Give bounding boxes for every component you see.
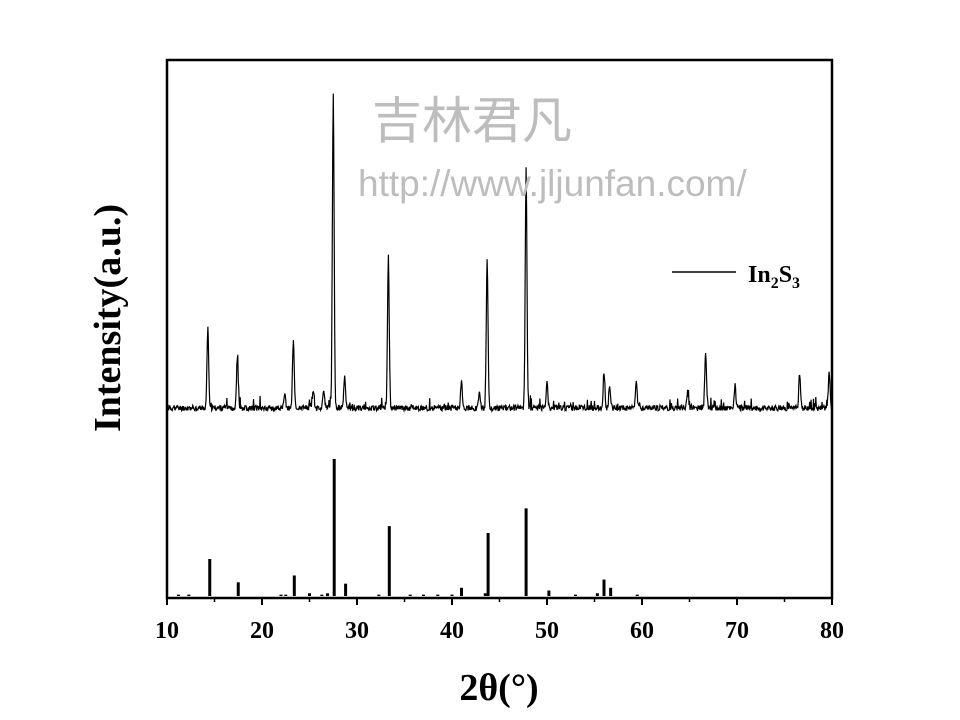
watermark-text-cn: 吉林君凡 xyxy=(372,92,572,150)
watermark-url: http://www.jljunfan.com/ xyxy=(358,163,747,204)
y-axis-title: Intensity(a.u.) xyxy=(87,204,129,432)
x-tick-label: 60 xyxy=(630,618,654,644)
x-tick-label: 40 xyxy=(440,618,464,644)
x-tick-label: 30 xyxy=(345,618,369,644)
x-axis-title: 2θ(°) xyxy=(459,667,538,709)
x-ticks xyxy=(166,598,833,605)
in2s3-pattern-line xyxy=(166,93,833,414)
x-tick-label: 20 xyxy=(250,618,274,644)
legend-label: In2S3 xyxy=(748,262,800,292)
x-tick-label: 10 xyxy=(155,618,179,644)
x-tick-label: 50 xyxy=(535,618,559,644)
reference-sticks xyxy=(176,459,639,596)
legend: In2S3 xyxy=(672,262,800,292)
x-tick-labels: 10 20 30 40 50 60 70 80 xyxy=(155,618,844,644)
x-tick-label: 70 xyxy=(725,618,749,644)
x-tick-label: 80 xyxy=(820,618,844,644)
